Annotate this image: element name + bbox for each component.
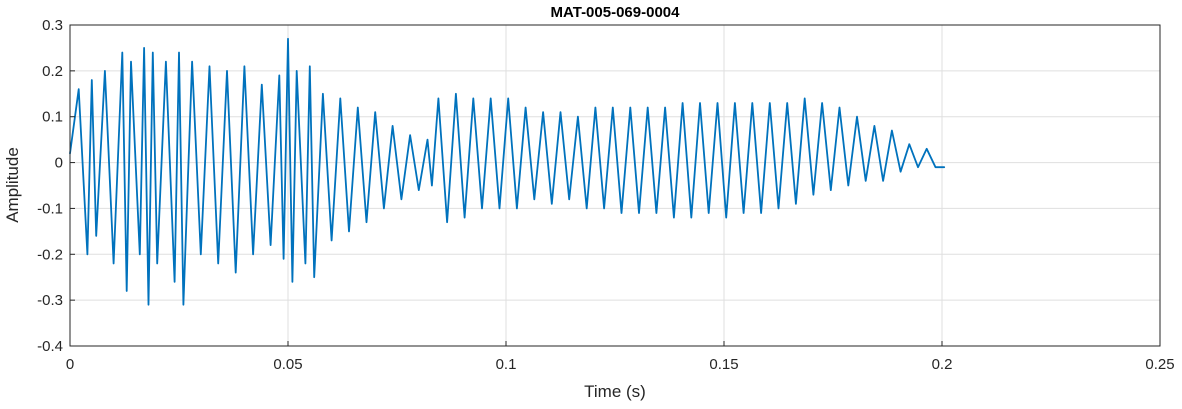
y-tick-label: -0.2	[37, 246, 63, 263]
y-tick-label: 0.1	[42, 109, 63, 126]
signal-line	[69, 37, 946, 306]
y-tick-label: 0.2	[42, 63, 63, 80]
x-tick-label: 0.15	[709, 356, 738, 373]
x-tick-label: 0.2	[932, 356, 953, 373]
y-axis-title: Amplitude	[3, 147, 22, 223]
plot-frame	[69, 24, 1161, 347]
y-tick-label: 0.3	[42, 17, 63, 34]
x-axis-title: Time (s)	[584, 382, 646, 401]
y-tick-label: -0.1	[37, 200, 63, 217]
series-layer	[69, 37, 946, 306]
chart-title: MAT-005-069-0004	[551, 4, 681, 21]
x-tick-label: 0.05	[273, 356, 302, 373]
y-tick-label: -0.4	[37, 338, 63, 355]
plot-background	[70, 25, 1160, 346]
y-tick-label: 0	[55, 155, 63, 172]
x-tick-label: 0.1	[496, 356, 517, 373]
x-tick-label: 0.25	[1145, 356, 1174, 373]
x-tick-label: 0	[66, 356, 74, 373]
tick-layer: 0 0.05 0.1 0.15 0.2 0.25 -0.4 -0.3 -0.2 -0.1 0 0.1 0…	[37, 17, 1174, 373]
y-tick-label: -0.3	[37, 292, 63, 309]
